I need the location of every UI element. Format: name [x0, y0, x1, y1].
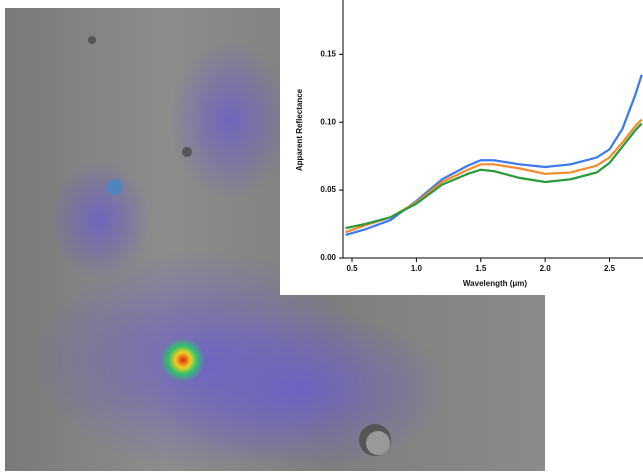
x-axis-label: Wavelength (μm) — [463, 279, 527, 288]
x-tick-label: 1.0 — [411, 264, 423, 273]
chart-panel — [280, 0, 643, 295]
x-tick-label: 2.5 — [604, 264, 616, 273]
x-tick-label: 0.5 — [346, 264, 358, 273]
y-tick-label: 0.15 — [320, 49, 336, 58]
y-tick-label: 0.00 — [320, 253, 336, 262]
x-tick-label: 2.0 — [540, 264, 552, 273]
x-tick-label: 1.5 — [475, 264, 487, 273]
y-tick-label: 0.10 — [320, 117, 336, 126]
figure: Apparent Reflectance Wavelength (μm) 0.0… — [0, 0, 643, 471]
y-tick-label: 0.05 — [320, 185, 336, 194]
y-axis-label: Apparent Reflectance — [295, 88, 304, 171]
